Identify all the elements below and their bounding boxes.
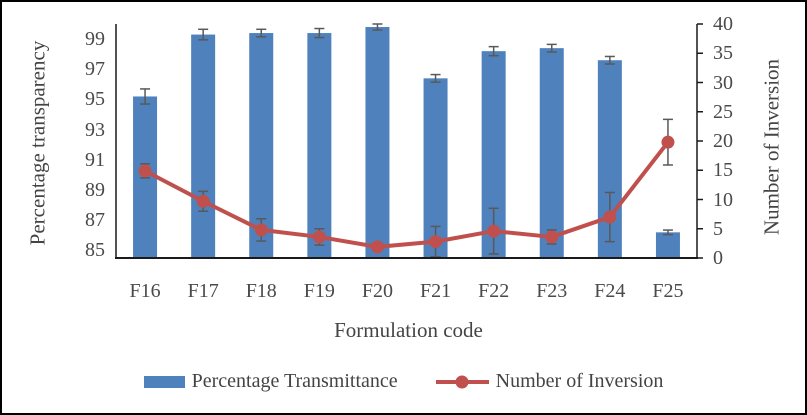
x-tick-label: F21: [419, 280, 452, 302]
left-tick-label: 97: [85, 58, 105, 81]
left-tick-label: 87: [85, 209, 105, 232]
x-tick-label: F16: [129, 280, 161, 302]
legend-line-label: Number of Inversion: [495, 370, 664, 392]
bar-F19: [307, 33, 332, 258]
left-tick-label: 93: [85, 118, 105, 141]
legend-item-line: Number of Inversion: [435, 370, 664, 393]
x-tick-label: F24: [594, 280, 626, 302]
x-axis-title: Formulation code: [334, 318, 483, 342]
right-tick-label: 0: [713, 247, 723, 269]
x-tick-label: F22: [478, 280, 510, 302]
legend-line-marker-icon: [435, 375, 489, 388]
x-tick-label: F19: [303, 280, 335, 302]
line-marker-F19: [312, 230, 326, 244]
right-tick-label: 15: [713, 159, 733, 182]
legend-bar-label: Percentage Transmittance: [191, 370, 398, 392]
legend-item-bar: Percentage Transmittance: [143, 370, 398, 393]
left-tick-label: 89: [85, 179, 105, 202]
bar-F25: [655, 232, 680, 258]
right-tick-label: 35: [713, 42, 733, 65]
line-marker-F24: [603, 210, 617, 224]
x-tick-label: F20: [361, 280, 393, 302]
right-tick-label: 25: [713, 100, 733, 123]
bar-F20: [365, 27, 390, 259]
legend-line-dot-icon: [455, 375, 469, 388]
legend-bar-swatch-icon: [143, 375, 185, 388]
line-marker-F23: [545, 230, 559, 244]
line-marker-F18: [254, 223, 268, 237]
line-marker-F17: [196, 194, 210, 208]
right-tick-label: 40: [713, 13, 733, 35]
x-tick-label: F23: [536, 280, 568, 302]
right-tick-label: 30: [713, 71, 733, 94]
legend: Percentage Transmittance Number of Inver…: [2, 370, 805, 393]
line-series: [144, 140, 670, 249]
bar-F17: [191, 34, 216, 258]
x-tick-label: F18: [245, 280, 277, 302]
right-tick-label: 20: [713, 130, 733, 152]
x-tick-label: F25: [652, 280, 684, 302]
left-tick-label: 85: [85, 239, 105, 262]
line-marker-F22: [487, 224, 501, 238]
bar-F23: [539, 48, 564, 258]
left-tick-label: 91: [85, 148, 105, 171]
line-marker-F25: [661, 135, 675, 149]
right-tick-label: 5: [713, 217, 723, 240]
line-marker-F21: [429, 235, 443, 249]
right-tick-label: 10: [713, 188, 733, 211]
left-tick-label: 95: [85, 88, 105, 111]
left-tick-label: 99: [85, 28, 105, 51]
line-marker-F20: [370, 240, 384, 254]
x-tick-label: F17: [187, 280, 219, 302]
line-marker-F16: [138, 164, 152, 178]
